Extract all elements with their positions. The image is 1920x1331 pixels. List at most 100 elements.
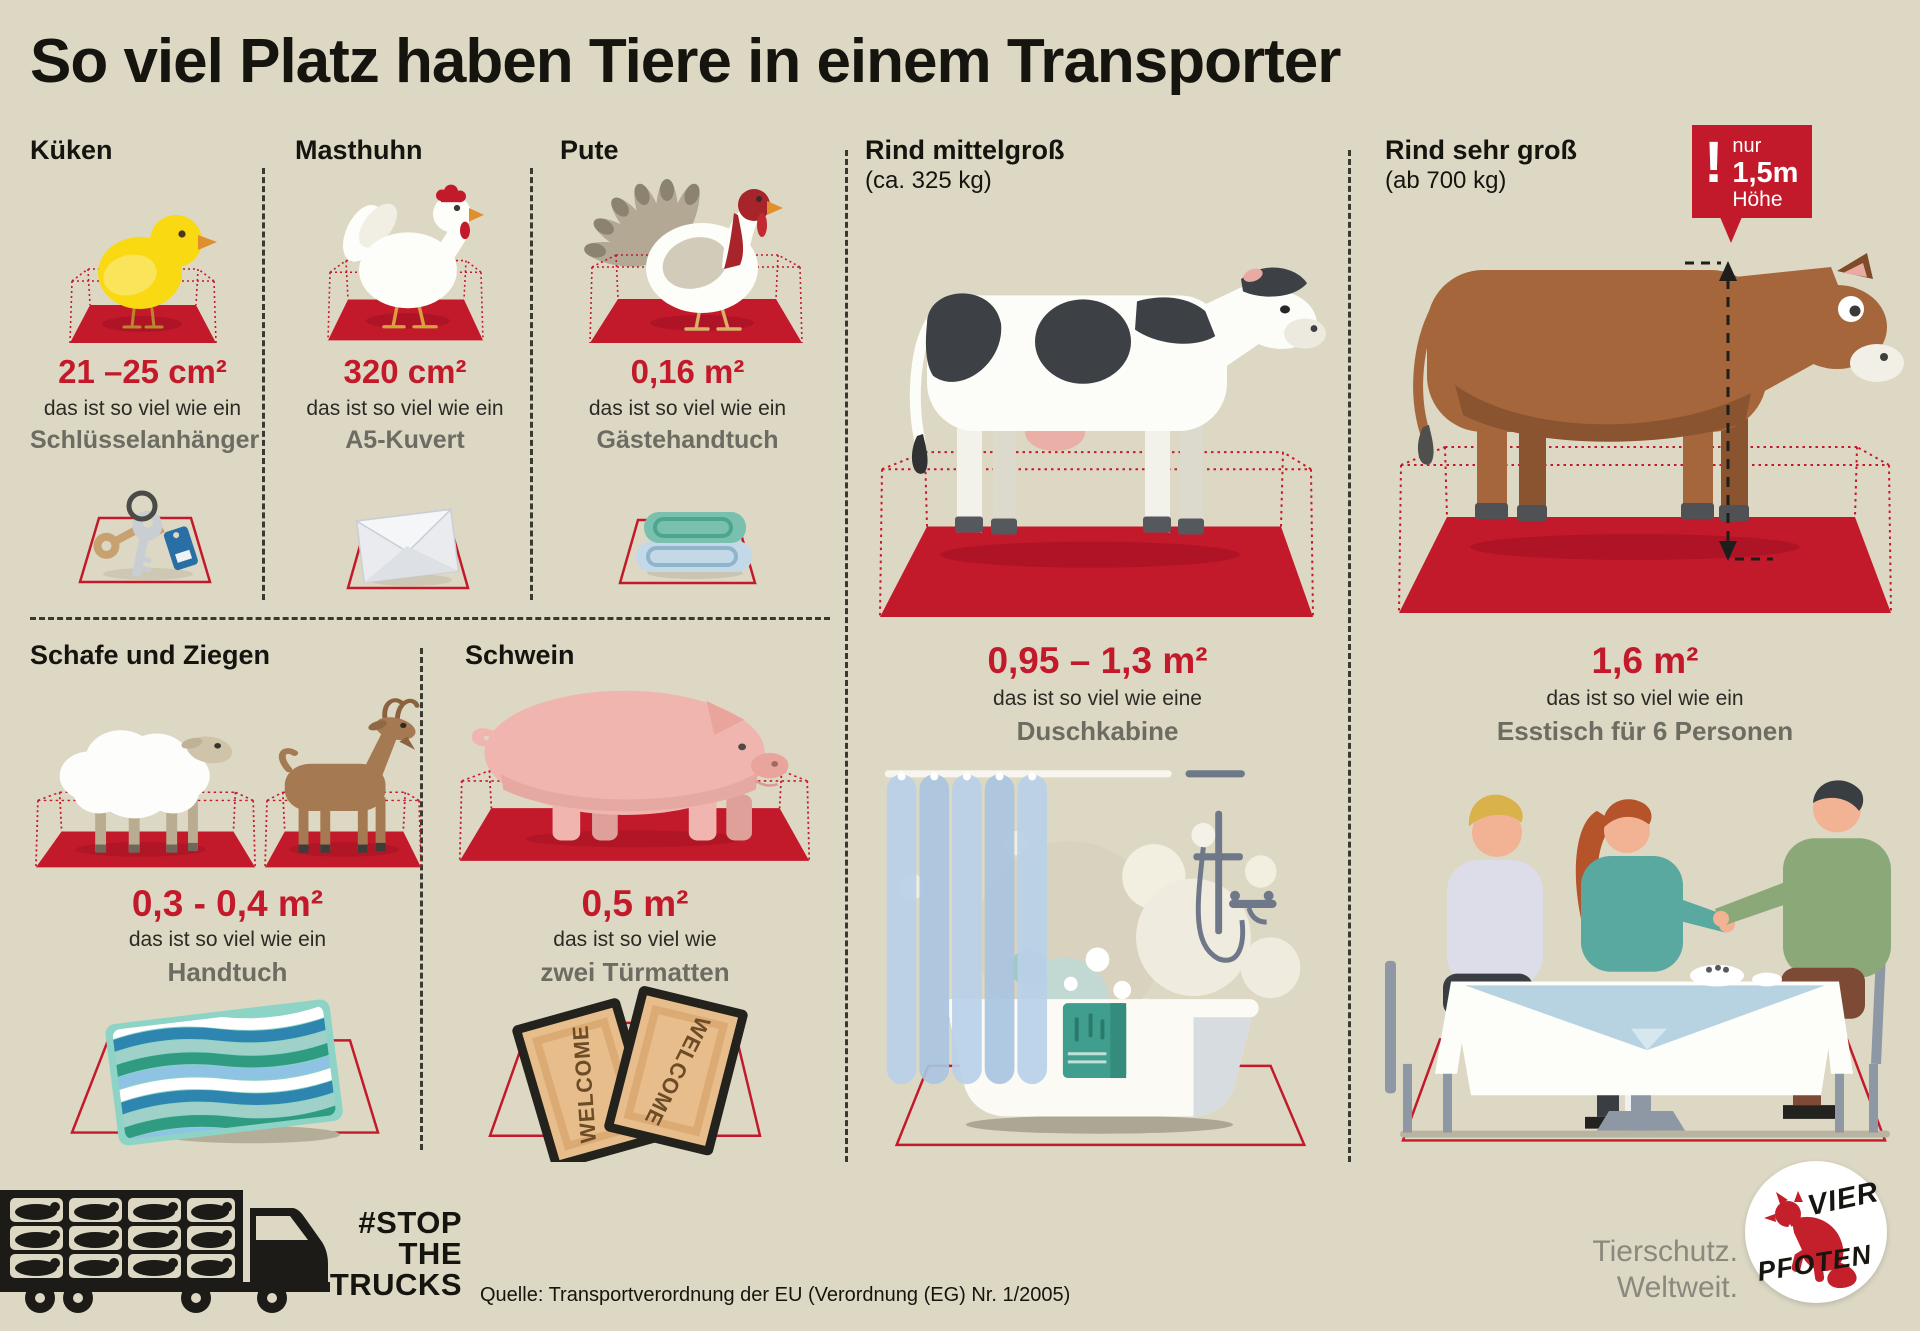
shower-fixture (1215, 810, 1223, 935)
dining-table-illustration (1385, 780, 1891, 1142)
sheep-goat-illustration (35, 698, 422, 868)
stop-line2: THE (398, 1236, 462, 1271)
goat-beard (399, 736, 416, 750)
caption-schwein: das ist so viel wie (553, 928, 717, 951)
envelope-illustration (346, 508, 470, 590)
compare-pute: Gästehandtuch (596, 426, 779, 454)
doormat-right: WELCOME (604, 986, 748, 1156)
compare-schwein: zwei Türmatten (540, 957, 730, 987)
divider-schafe-schwein (420, 648, 423, 1150)
shower-illustration (884, 770, 1307, 1147)
marten-figure (1764, 1191, 1857, 1289)
sheep-body (59, 730, 210, 819)
caption-rind-gross: das ist so viel wie ein (1546, 687, 1744, 710)
section-schwein: Schwein 0,5 m² das ist so (440, 640, 830, 1162)
bowl (1690, 964, 1744, 987)
bull-muzzle (1850, 344, 1904, 382)
value-kueken: 21 –25 cm² (58, 353, 227, 390)
beak (767, 201, 783, 215)
section-masthuhn: Masthuhn 320 cm² das ist so viel w (290, 135, 520, 615)
tail-fan (584, 179, 700, 267)
caption-schafe: das ist so viel wie ein (128, 928, 327, 951)
red-carpet (1399, 517, 1891, 613)
divider-kueken-masthuhn (262, 168, 265, 600)
compare-rind-gross: Esstisch für 6 Personen (1496, 716, 1794, 746)
section-title-kueken: Küken (30, 135, 113, 165)
key-ring (126, 490, 158, 522)
wattle (460, 221, 470, 240)
divider-masthuhn-pute (530, 168, 533, 600)
wheels (25, 1283, 287, 1313)
shower-curtain (886, 772, 1048, 1085)
slogan-line2: Weltweit. (1616, 1271, 1738, 1304)
badge-line3: Höhe (1732, 188, 1783, 211)
keychain-illustration (78, 490, 212, 584)
space-outline (894, 1064, 1307, 1147)
caption-kueken: das ist so viel wie ein (43, 397, 242, 420)
section-subtitle-rind-mittel: (ca. 325 kg) (865, 167, 992, 194)
section-title-schafe: Schafe und Ziegen (30, 640, 271, 670)
space-box-outline (879, 451, 1314, 617)
divider-rind-columns (1348, 150, 1351, 1162)
divider-left-block (845, 150, 848, 1162)
section-title-pute: Pute (560, 135, 619, 165)
bull-illustration (1398, 253, 1904, 614)
cab-window (256, 1216, 308, 1240)
section-kueken: Küken 21 –25 cm² das ist so viel wie ein… (30, 135, 260, 615)
section-schafe: Schafe und Ziegen (30, 640, 425, 1160)
stop-the-trucks-slogan: #STOP THE TRUCKS (328, 1207, 462, 1300)
source-note: Quelle: Transportverordnung der EU (Vero… (480, 1284, 1071, 1306)
slogan-line1: Tierschutz. (1592, 1235, 1738, 1268)
red-carpet (880, 526, 1313, 617)
pig-ear (706, 700, 745, 735)
turkey-illustration (584, 179, 803, 344)
cow-muzzle (1284, 318, 1326, 349)
chair-left (1385, 960, 1452, 1133)
stop-line1: #STOP (358, 1205, 462, 1240)
goat-horn (382, 698, 404, 723)
compare-schafe: Handtuch (167, 957, 288, 987)
shower-hose (1195, 846, 1246, 963)
value-schafe: 0,3 - 0,4 m² (131, 883, 324, 924)
vier-pfoten-logo: VIER PFOTEN (1742, 1158, 1890, 1306)
compare-rind-mittel: Duschkabine (1016, 716, 1179, 746)
towel-illustration (70, 999, 380, 1146)
section-rind-mittel: Rind mittelgroß (ca. 325 kg) (865, 135, 1330, 1165)
compare-kueken: Schlüsselanhänger (30, 426, 260, 454)
goat-tail (278, 748, 299, 773)
section-title-rind-gross: Rind sehr groß (1385, 135, 1578, 165)
section-subtitle-rind-gross: (ab 700 kg) (1385, 167, 1507, 194)
goat-horn (394, 698, 420, 723)
pig-body (484, 690, 765, 815)
comb (436, 184, 466, 203)
beak (469, 208, 484, 222)
badge-line2: 1,5m (1732, 157, 1799, 189)
key-silver (131, 510, 163, 578)
cow-illustration (879, 267, 1326, 617)
table-runner (1465, 985, 1825, 1051)
guest-towels-illustration (618, 512, 757, 585)
tub-towel (1062, 1003, 1127, 1079)
section-pute: Pute (550, 135, 825, 615)
caption-masthuhn: das ist so viel wie ein (306, 397, 504, 420)
chicken-illustration (327, 184, 484, 341)
compare-masthuhn: A5-Kuvert (345, 426, 465, 454)
value-pute: 0,16 m² (630, 353, 745, 390)
section-title-schwein: Schwein (465, 640, 575, 670)
caption-rind-mittel: das ist so viel wie eine (993, 687, 1202, 710)
page-title: So viel Platz haben Tiere in einem Trans… (30, 27, 1341, 96)
table (1435, 964, 1853, 1131)
key-tag (163, 526, 198, 571)
value-rind-mittel: 0,95 – 1,3 m² (987, 640, 1208, 681)
section-title-rind-mittel: Rind mittelgroß (865, 135, 1065, 165)
bull-body (1427, 270, 1767, 432)
vier-pfoten-logo-icon: VIER PFOTEN (1745, 1161, 1887, 1303)
beak (198, 235, 217, 250)
height-warning-badge: ! nur 1,5m Höhe (1692, 125, 1812, 243)
doormats-illustration: WELCOME WELCOME (488, 986, 762, 1162)
section-title-masthuhn: Masthuhn (295, 135, 423, 165)
caption-pute: das ist so viel wie ein (588, 397, 787, 420)
value-rind-gross: 1,6 m² (1591, 640, 1699, 681)
exclamation-icon: ! (1704, 130, 1724, 195)
